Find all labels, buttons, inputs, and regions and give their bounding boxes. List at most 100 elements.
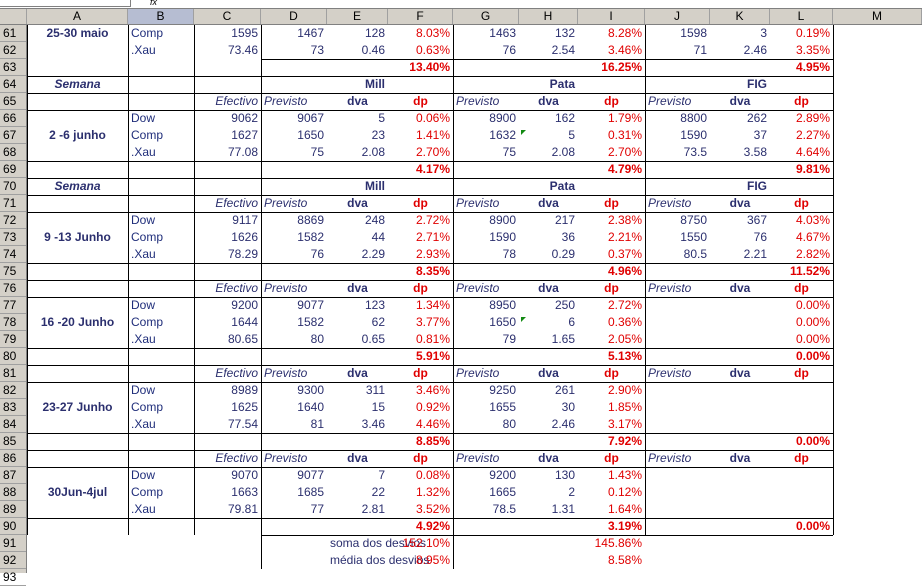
cell-j72[interactable]: 8750	[680, 213, 707, 227]
cell-e82[interactable]: 311	[365, 383, 385, 397]
cell-g78[interactable]: 1650	[489, 315, 516, 329]
cell-a64[interactable]: Semana	[54, 77, 101, 91]
cell-c67[interactable]: 1627	[231, 128, 258, 142]
name-box[interactable]	[0, 0, 131, 7]
cell-j68[interactable]: 73.5	[683, 145, 707, 159]
cell-k74[interactable]: 2.21	[743, 247, 767, 261]
cell-f63[interactable]: 13.40%	[409, 60, 450, 74]
cell-c81[interactable]: Efectivo	[215, 366, 258, 380]
cell-f77[interactable]: 1.34%	[415, 298, 450, 312]
cell-h88[interactable]: 2	[568, 485, 575, 499]
cell-i85[interactable]: 7.92%	[607, 434, 642, 448]
cell-b83[interactable]: Comp	[131, 400, 164, 414]
cell-l72[interactable]: 4.03%	[795, 213, 830, 227]
cell-h70[interactable]: Pata	[549, 179, 575, 193]
cell-l74[interactable]: 2.82%	[795, 247, 830, 261]
cell-f62[interactable]: 0.63%	[415, 43, 450, 57]
cell-d61[interactable]: 1467	[297, 26, 324, 40]
cell-g73[interactable]: 1590	[489, 230, 516, 244]
cell-k61[interactable]: 3	[760, 26, 767, 40]
cell-i71[interactable]: dp	[604, 196, 619, 210]
cell-h87[interactable]: 130	[554, 468, 575, 482]
cell-a78[interactable]: 16 -20 Junho	[40, 315, 115, 329]
cell-d77[interactable]: 9077	[297, 298, 324, 312]
cell-d65[interactable]: Previsto	[264, 94, 308, 108]
cell-e77[interactable]: 123	[364, 298, 385, 312]
row-header-78[interactable]: 78	[0, 314, 26, 331]
cell-c65[interactable]: Efectivo	[215, 94, 258, 108]
cell-h67[interactable]: 5	[568, 128, 575, 142]
cell-l78[interactable]: 0.00%	[795, 315, 830, 329]
cell-e79[interactable]: 0.65	[361, 332, 385, 346]
row-header-86[interactable]: 86	[0, 450, 26, 467]
cell-d76[interactable]: Previsto	[264, 281, 308, 295]
cell-l71[interactable]: dp	[794, 196, 809, 210]
cell-k73[interactable]: 76	[753, 230, 767, 244]
cell-h83[interactable]: 30	[561, 400, 575, 414]
cell-d88[interactable]: 1685	[297, 485, 324, 499]
column-header-g[interactable]: G	[453, 9, 519, 24]
cell-e88[interactable]: 22	[371, 485, 385, 499]
cell-k70[interactable]: FIG	[747, 179, 767, 193]
cell-h84[interactable]: 2.46	[551, 417, 575, 431]
cell-e64[interactable]: Mill	[365, 77, 385, 91]
cell-l67[interactable]: 2.27%	[795, 128, 830, 142]
cell-g81[interactable]: Previsto	[456, 366, 500, 380]
cell-e73[interactable]: 44	[371, 230, 385, 244]
cell-j76[interactable]: Previsto	[648, 281, 692, 295]
column-header-e[interactable]: E	[327, 9, 388, 24]
cell-i78[interactable]: 0.36%	[607, 315, 642, 329]
cell-f73[interactable]: 2.71%	[415, 230, 450, 244]
cell-d62[interactable]: 73	[310, 43, 324, 57]
cell-i66[interactable]: 1.79%	[607, 111, 642, 125]
row-header-84[interactable]: 84	[0, 416, 26, 433]
cell-l68[interactable]: 4.64%	[795, 145, 830, 159]
cell-i91[interactable]: 145.86%	[594, 536, 642, 550]
cell-c66[interactable]: 9062	[231, 111, 258, 125]
cell-d68[interactable]: 75	[310, 145, 324, 159]
cell-i61[interactable]: 8.28%	[607, 26, 642, 40]
cell-c62[interactable]: 73.46	[227, 43, 258, 57]
cell-c88[interactable]: 1663	[231, 485, 258, 499]
cell-j81[interactable]: Previsto	[648, 366, 692, 380]
cell-k71[interactable]: dva	[729, 196, 751, 210]
cell-h62[interactable]: 2.54	[551, 43, 575, 57]
cell-c86[interactable]: Efectivo	[215, 451, 258, 465]
cell-f82[interactable]: 3.46%	[415, 383, 450, 397]
cell-e67[interactable]: 23	[371, 128, 385, 142]
cell-f67[interactable]: 1.41%	[415, 128, 450, 142]
select-all-corner[interactable]	[0, 9, 27, 24]
cell-i73[interactable]: 2.21%	[607, 230, 642, 244]
cell-c77[interactable]: 9200	[231, 298, 258, 312]
row-header-77[interactable]: 77	[0, 297, 26, 314]
row-header-74[interactable]: 74	[0, 246, 26, 263]
cell-h71[interactable]: dva	[538, 196, 559, 210]
cell-j73[interactable]: 1550	[680, 230, 707, 244]
cell-f81[interactable]: dp	[413, 366, 428, 380]
cell-e89[interactable]: 2.81	[361, 502, 385, 516]
cell-i84[interactable]: 3.17%	[607, 417, 642, 431]
row-header-75[interactable]: 75	[0, 263, 26, 280]
row-header-69[interactable]: 69	[0, 161, 26, 178]
cell-f88[interactable]: 1.32%	[415, 485, 450, 499]
cell-b61[interactable]: Comp	[131, 26, 164, 40]
cell-e91[interactable]: soma dos desvios	[330, 536, 427, 550]
cell-j71[interactable]: Previsto	[648, 196, 692, 210]
cell-f89[interactable]: 3.52%	[415, 502, 450, 516]
cell-d79[interactable]: 80	[310, 332, 324, 346]
cell-f68[interactable]: 2.70%	[415, 145, 450, 159]
cell-i63[interactable]: 16.25%	[601, 60, 642, 74]
cell-e61[interactable]: 128	[364, 26, 385, 40]
cell-d67[interactable]: 1650	[297, 128, 324, 142]
row-header-80[interactable]: 80	[0, 348, 26, 365]
cell-k86[interactable]: dva	[729, 451, 751, 465]
cell-f90[interactable]: 4.92%	[415, 519, 450, 533]
cell-k67[interactable]: 37	[753, 128, 767, 142]
cell-b62[interactable]: .Xau	[131, 43, 156, 57]
cell-g76[interactable]: Previsto	[456, 281, 500, 295]
cell-c79[interactable]: 80.65	[227, 332, 258, 346]
cell-d74[interactable]: 76	[310, 247, 324, 261]
cell-c72[interactable]: 9117	[232, 213, 258, 227]
cell-k66[interactable]: 262	[746, 111, 767, 125]
cell-k65[interactable]: dva	[729, 94, 751, 108]
